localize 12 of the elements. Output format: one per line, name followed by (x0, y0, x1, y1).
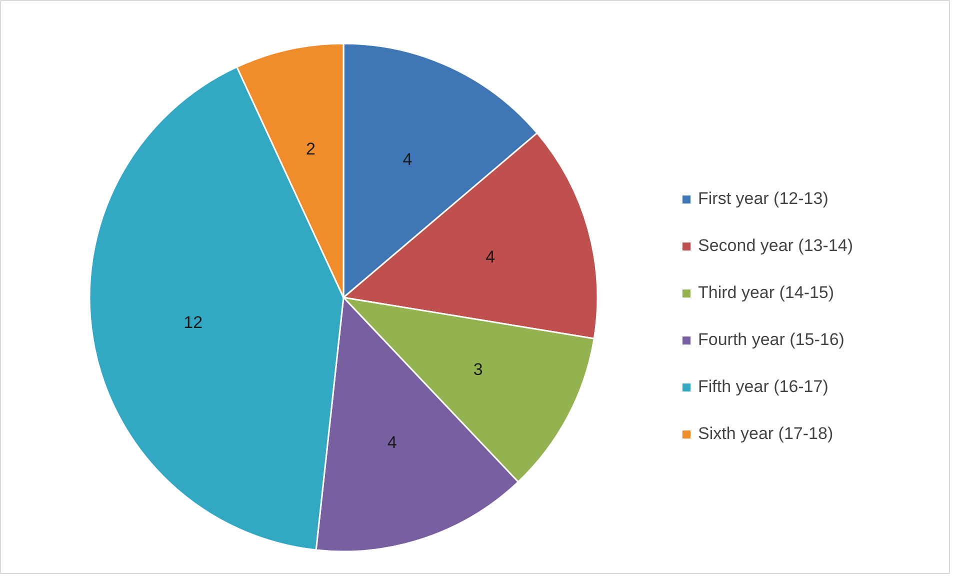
data-label: 3 (473, 360, 483, 379)
legend-label: Fourth year (15-16) (698, 330, 844, 350)
data-label: 12 (184, 313, 203, 332)
data-label: 4 (387, 432, 397, 452)
legend-label: Third year (14-15) (698, 283, 834, 303)
legend-label: Sixth year (17-18) (698, 424, 834, 444)
legend-label: Second year (13-14) (698, 236, 853, 256)
legend-label: Fifth year (16-17) (698, 377, 828, 397)
data-label: 4 (486, 248, 496, 267)
data-label: 4 (402, 150, 412, 170)
data-label: 2 (306, 140, 316, 159)
legend-label: First year (12-13) (698, 189, 828, 209)
